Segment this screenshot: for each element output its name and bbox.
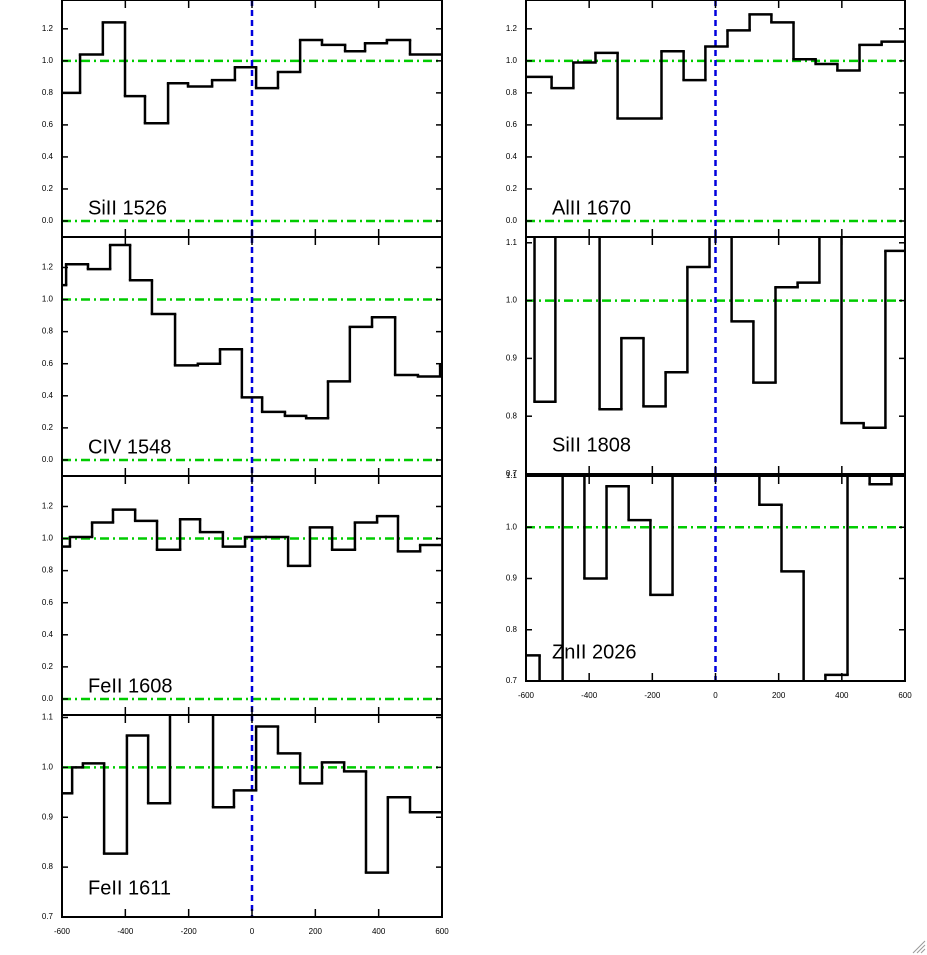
y-tick-label: 0.2 — [42, 423, 54, 432]
y-tick-label: 1.1 — [42, 713, 54, 722]
panel-label: FeII 1611 — [88, 877, 171, 899]
y-tick-label: 0.0 — [42, 455, 54, 464]
x-tick-label: -200 — [644, 691, 661, 700]
y-tick-label: 0.9 — [506, 574, 518, 583]
y-tick-label: 0.8 — [506, 411, 518, 420]
y-tick-label: 0.0 — [506, 216, 518, 225]
y-tick-label: 0.0 — [42, 216, 54, 225]
y-tick-label: 1.0 — [506, 56, 518, 65]
x-tick-label: 0 — [713, 691, 718, 700]
x-tick-label: 600 — [435, 927, 449, 936]
panel-label: ZnII 2026 — [552, 641, 637, 663]
panel: 0.0 0.2 0.4 0.6 0.8 1.0 1.2 FeII 1608 — [42, 475, 443, 716]
y-tick-label: 1.2 — [42, 263, 54, 272]
resize-grip — [912, 940, 926, 954]
plot-area — [526, 476, 905, 681]
panel-label: AlII 1670 — [552, 197, 631, 219]
y-tick-label: 0.8 — [42, 327, 54, 336]
y-tick-label: 1.1 — [506, 471, 518, 480]
y-tick-label: 0.7 — [506, 676, 518, 685]
plot-area — [62, 237, 442, 476]
y-tick-label: 0.4 — [506, 152, 518, 161]
x-tick-label: -600 — [518, 691, 535, 700]
panel-label: FeII 1608 — [88, 675, 173, 697]
y-tick-label: 0.2 — [506, 184, 518, 193]
y-tick-label: 0.8 — [42, 88, 54, 97]
y-tick-label: 0.4 — [42, 630, 54, 639]
panel: 0.7 0.8 0.9 1.0 1.1 -600 -400 -200 0 200 400 600 FeI… — [42, 713, 449, 937]
y-tick-label: 0.6 — [506, 120, 518, 129]
y-tick-label: 0.8 — [506, 88, 518, 97]
y-tick-label: 0.8 — [506, 625, 518, 634]
y-tick-label: 1.2 — [42, 24, 54, 33]
y-tick-label: 0.2 — [42, 184, 54, 193]
y-tick-label: 0.4 — [42, 391, 54, 400]
y-tick-label: 0.4 — [42, 152, 54, 161]
x-tick-label: -600 — [54, 927, 71, 936]
x-tick-label: 400 — [372, 927, 386, 936]
y-tick-label: 0.8 — [42, 566, 54, 575]
x-tick-label: 200 — [772, 691, 786, 700]
y-tick-label: 0.6 — [42, 120, 54, 129]
y-tick-label: 0.8 — [42, 862, 54, 871]
y-tick-label: 0.9 — [42, 812, 54, 821]
y-tick-label: 1.2 — [42, 502, 54, 511]
x-tick-label: 0 — [250, 927, 255, 936]
x-tick-label: 200 — [309, 927, 323, 936]
panel-label: CIV 1548 — [88, 436, 171, 458]
panel: 0.0 0.2 0.4 0.6 0.8 1.0 1.2 SiII 1526 — [42, 0, 443, 238]
plot-area — [526, 237, 905, 474]
plot-area — [526, 0, 905, 237]
plot-area — [62, 0, 442, 237]
x-tick-label: -400 — [581, 691, 598, 700]
x-tick-label: -200 — [181, 927, 198, 936]
x-tick-label: -400 — [117, 927, 134, 936]
panel: 0.7 0.8 0.9 1.0 1.1 -600 -400 -200 0 200 400 600 ZnI… — [506, 471, 912, 700]
y-tick-label: 1.0 — [42, 56, 54, 65]
panel: 0.0 0.2 0.4 0.6 0.8 1.0 1.2 AlII 1670 — [506, 0, 906, 238]
y-tick-label: 1.0 — [42, 762, 54, 771]
panel-label: SiII 1526 — [88, 197, 167, 219]
y-tick-label: 0.6 — [42, 359, 54, 368]
x-tick-label: 600 — [898, 691, 912, 700]
y-tick-label: 0.0 — [42, 694, 54, 703]
y-tick-label: 1.1 — [506, 238, 518, 247]
y-tick-label: 1.0 — [506, 522, 518, 531]
y-tick-label: 0.7 — [506, 469, 518, 478]
y-tick-label: 1.0 — [42, 534, 54, 543]
plot-area — [62, 476, 442, 715]
y-tick-label: 1.0 — [506, 296, 518, 305]
y-tick-label: 0.6 — [42, 598, 54, 607]
panel: 0.0 0.2 0.4 0.6 0.8 1.0 1.2 CIV 1548 — [42, 236, 443, 477]
y-tick-label: 1.2 — [506, 24, 518, 33]
plot-area — [62, 715, 442, 917]
x-tick-label: 400 — [835, 691, 849, 700]
y-tick-label: 1.0 — [42, 295, 54, 304]
y-tick-label: 0.9 — [506, 353, 518, 362]
y-tick-label: 0.7 — [42, 912, 54, 921]
panel: 0.7 0.8 0.9 1.0 1.1 SiII 1808 — [506, 236, 906, 478]
panel-label: SiII 1808 — [552, 434, 631, 456]
y-tick-label: 0.2 — [42, 662, 54, 671]
